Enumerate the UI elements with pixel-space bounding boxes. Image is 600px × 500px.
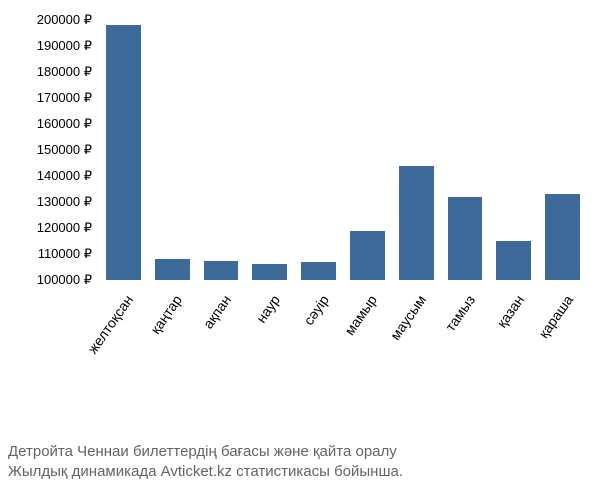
x-tick-label: қаңтар xyxy=(147,292,185,337)
x-tick-label: сәуір xyxy=(300,292,332,328)
x-tick-label: желтоқсан xyxy=(85,292,137,357)
chart-caption: Детройта Ченнаи билеттердің бағасы және … xyxy=(8,442,592,483)
bar xyxy=(496,241,531,280)
y-tick-label: 150000 ₽ xyxy=(37,142,92,158)
x-tick-label: мамыр xyxy=(342,292,381,338)
bar xyxy=(204,261,239,281)
bar xyxy=(350,231,385,280)
x-tick-label: қараша xyxy=(535,292,576,341)
x-label-slot: ақпан xyxy=(204,286,239,426)
x-label-slot: қаңтар xyxy=(155,286,190,426)
bar xyxy=(399,166,434,280)
x-tick-label: наур xyxy=(253,292,283,326)
x-tick-label: қазан xyxy=(493,292,527,330)
y-tick-label: 120000 ₽ xyxy=(37,220,92,236)
caption-line-2: Жылдық динамикада Avticket.kz статистика… xyxy=(8,462,592,482)
y-tick-label: 110000 ₽ xyxy=(38,246,92,262)
y-tick-label: 130000 ₽ xyxy=(37,194,92,210)
x-labels-container: желтоқсанқаңтарақпаннаурсәуірмамырмаусым… xyxy=(100,286,580,426)
x-label-slot: сәуір xyxy=(301,286,336,426)
y-tick-label: 180000 ₽ xyxy=(37,64,92,80)
bar xyxy=(301,262,336,280)
x-tick-label: маусым xyxy=(387,292,429,343)
x-axis: желтоқсанқаңтарақпаннаурсәуірмамырмаусым… xyxy=(100,286,580,426)
x-label-slot: мамыр xyxy=(350,286,385,426)
x-tick-label: тамыз xyxy=(442,292,478,334)
plot-area xyxy=(100,20,580,280)
y-tick-label: 190000 ₽ xyxy=(37,38,92,54)
y-tick-label: 200000 ₽ xyxy=(37,12,92,28)
bar xyxy=(252,264,287,280)
bar xyxy=(155,259,190,280)
bar xyxy=(448,197,483,280)
y-axis: 100000 ₽110000 ₽120000 ₽130000 ₽140000 ₽… xyxy=(0,20,100,280)
y-tick-label: 100000 ₽ xyxy=(37,272,92,288)
x-label-slot: маусым xyxy=(399,286,434,426)
x-label-slot: қазан xyxy=(496,286,531,426)
bars-container xyxy=(100,20,580,280)
x-label-slot: тамыз xyxy=(448,286,483,426)
bar xyxy=(106,25,141,280)
bar xyxy=(545,194,580,280)
caption-line-1: Детройта Ченнаи билеттердің бағасы және … xyxy=(8,442,592,462)
y-tick-label: 160000 ₽ xyxy=(37,116,92,132)
bar-chart: 100000 ₽ 110000 ₽ 120000 ₽ 130000 ₽ 140000 ₽… xyxy=(0,20,600,440)
y-tick-label: 170000 ₽ xyxy=(37,90,92,106)
x-tick-label: ақпан xyxy=(200,292,234,331)
y-tick-label: 140000 ₽ xyxy=(37,168,92,184)
x-label-slot: наур xyxy=(252,286,287,426)
x-label-slot: желтоқсан xyxy=(106,286,141,426)
x-label-slot: қараша xyxy=(545,286,580,426)
